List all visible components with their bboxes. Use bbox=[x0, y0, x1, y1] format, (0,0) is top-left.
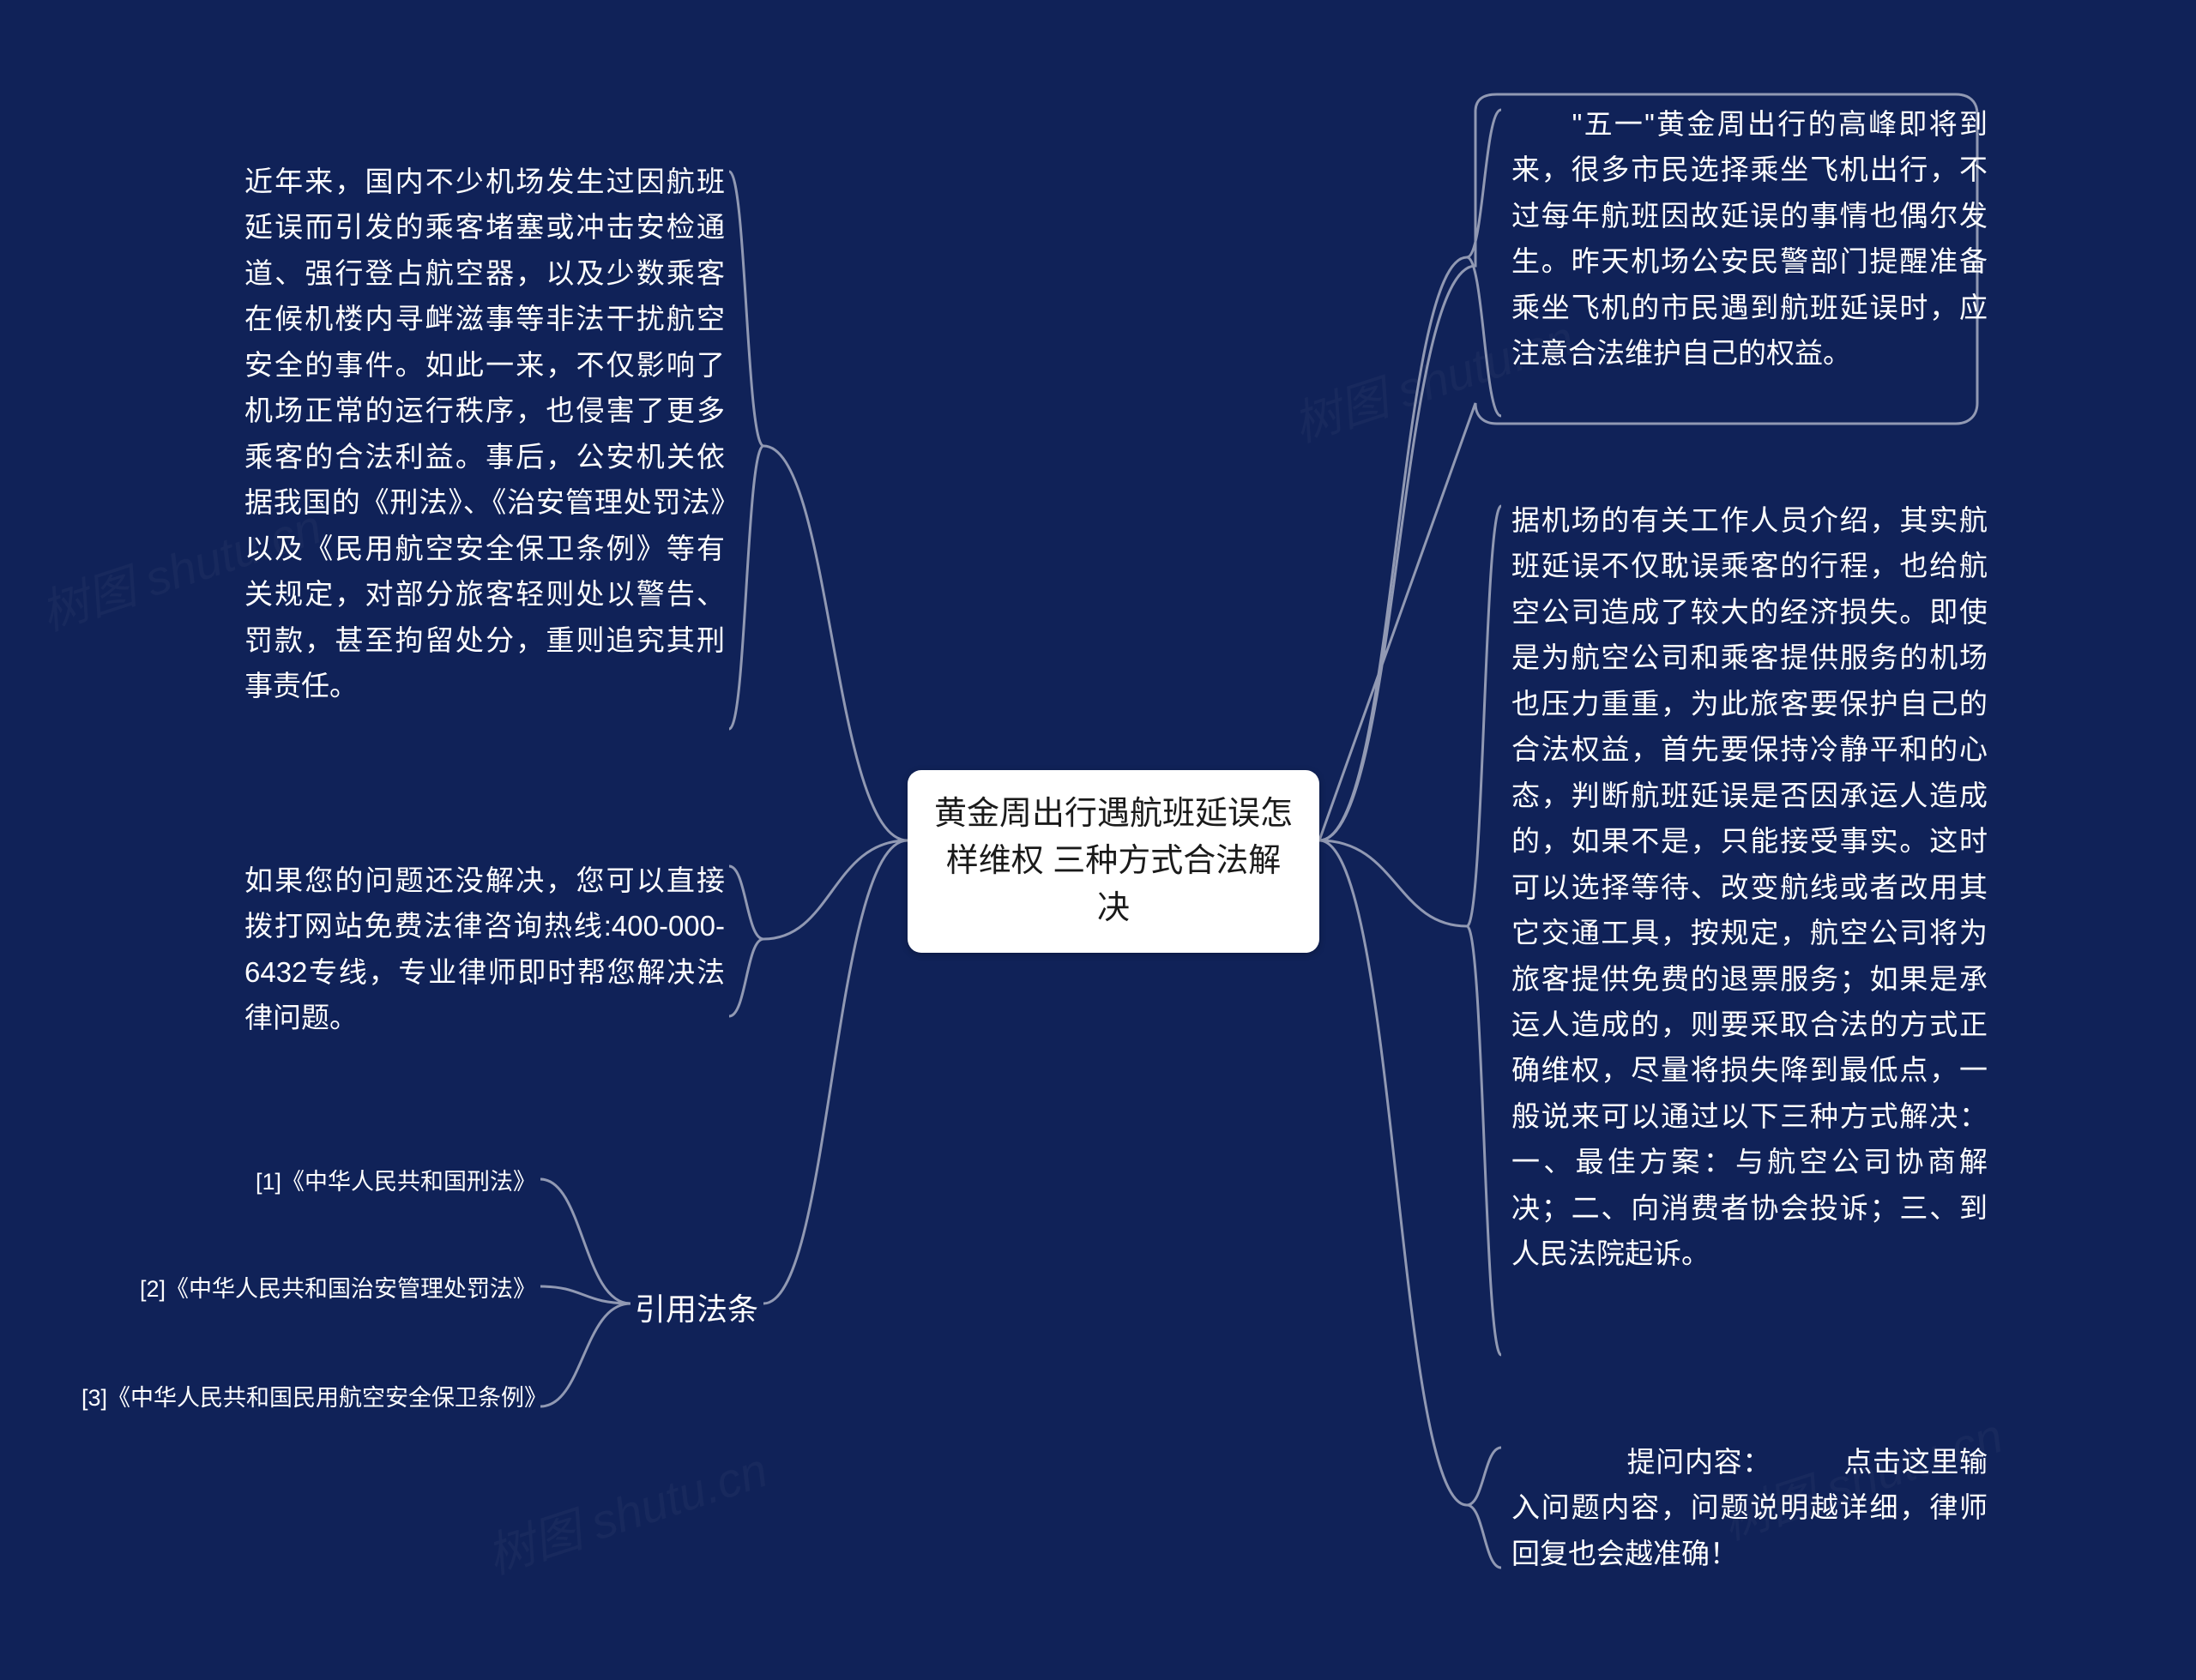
law-ref-1: [1]《中华人民共和国刑法》 bbox=[227, 1165, 536, 1201]
right-paragraph-2: 据机场的有关工作人员介绍，其实航班延误不仅耽误乘客的行程，也给航空公司造成了较大… bbox=[1511, 497, 1988, 1277]
law-ref-2: [2]《中华人民共和国治安管理处罚法》 bbox=[133, 1272, 536, 1308]
center-node: 黄金周出行遇航班延误怎样维权 三种方式合法解决 bbox=[908, 770, 1319, 953]
right-paragraph-3: 提问内容： 点击这里输入问题内容，问题说明越详细，律师回复也会越准确！ bbox=[1511, 1439, 1988, 1576]
right-paragraph-1: "五一"黄金周出行的高峰即将到来，很多市民选择乘坐飞机出行，不过每年航班因故延误… bbox=[1511, 101, 1988, 376]
left-paragraph-1: 近年来，国内不少机场发生过因航班延误而引发的乘客堵塞或冲击安检通道、强行登占航空… bbox=[244, 159, 725, 708]
left-paragraph-2: 如果您的问题还没解决，您可以直接拨打网站免费法律咨询热线:400-000-643… bbox=[244, 858, 725, 1041]
law-ref-3: [3]《中华人民共和国民用航空安全保卫条例》 bbox=[81, 1381, 536, 1417]
watermark: 树图 shutu.cn bbox=[477, 1432, 775, 1588]
law-title: 引用法条 bbox=[635, 1285, 758, 1329]
